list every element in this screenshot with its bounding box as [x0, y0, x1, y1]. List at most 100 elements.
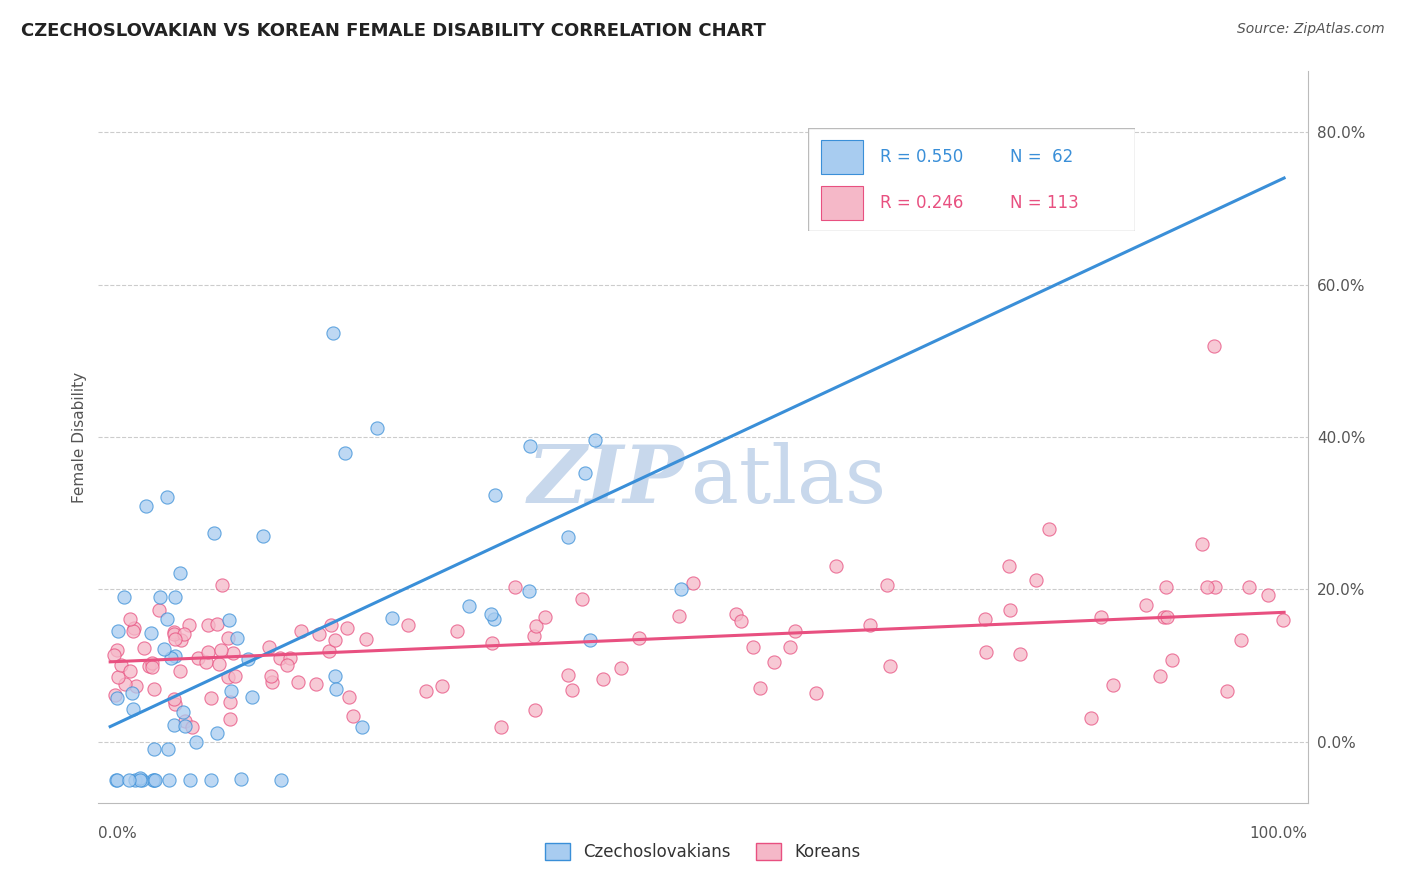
Point [432, 679, 454, 693]
Point [557, 530, 579, 544]
Point [1153, 610, 1175, 624]
Point [998, 558, 1021, 573]
Point [226, 631, 249, 645]
Point [523, 702, 546, 716]
Point [173, 627, 195, 641]
Point [209, 643, 232, 657]
Point [308, 627, 330, 641]
Point [135, 499, 157, 513]
Text: N =  62: N = 62 [1011, 148, 1074, 166]
Point [121, 686, 143, 700]
Point [973, 612, 995, 626]
Point [156, 742, 179, 756]
Point [142, 681, 165, 696]
Point [177, 618, 200, 632]
Point [141, 660, 163, 674]
Point [219, 712, 242, 726]
Point [103, 648, 125, 663]
Point [118, 772, 141, 787]
Point [197, 617, 219, 632]
Point [671, 582, 693, 597]
Point [879, 659, 901, 673]
Point [325, 668, 347, 682]
Point [157, 772, 180, 787]
Point [579, 633, 602, 648]
Point [269, 651, 291, 665]
Point [162, 718, 184, 732]
Point [335, 446, 357, 460]
Point [1202, 339, 1225, 353]
Point [149, 591, 172, 605]
Point [218, 613, 240, 627]
Point [1025, 573, 1047, 587]
Point [107, 624, 129, 638]
Point [218, 695, 240, 709]
Point [1080, 711, 1102, 725]
Point [481, 636, 503, 650]
Point [197, 645, 219, 659]
Point [112, 590, 135, 604]
Point [1156, 610, 1178, 624]
Point [165, 632, 187, 646]
Point [195, 655, 218, 669]
Point [165, 591, 187, 605]
Point [121, 702, 143, 716]
Point [668, 609, 690, 624]
Point [148, 603, 170, 617]
Point [318, 644, 340, 658]
Text: 0.0%: 0.0% [98, 826, 138, 840]
Point [323, 632, 346, 647]
Point [742, 640, 765, 654]
Point [107, 670, 129, 684]
Point [396, 617, 419, 632]
Point [134, 641, 156, 656]
Point [785, 624, 807, 639]
Point [503, 580, 526, 594]
Point [114, 676, 136, 690]
Point [129, 771, 152, 785]
Point [336, 621, 359, 635]
Point [1102, 678, 1125, 692]
Point [322, 326, 344, 340]
Point [479, 607, 502, 621]
Point [172, 705, 194, 719]
Bar [821, 140, 863, 174]
Point [174, 714, 197, 729]
Point [1135, 598, 1157, 612]
Point [561, 683, 583, 698]
Point [974, 645, 997, 659]
Point [592, 672, 614, 686]
Point [280, 650, 302, 665]
Point [730, 614, 752, 628]
Point [156, 612, 179, 626]
Point [1154, 580, 1177, 594]
Point [120, 612, 142, 626]
Point [305, 676, 328, 690]
Point [1230, 632, 1253, 647]
Point [489, 720, 512, 734]
Text: 100.0%: 100.0% [1250, 826, 1308, 840]
Text: atlas: atlas [690, 442, 886, 520]
Point [276, 658, 298, 673]
Point [290, 624, 312, 639]
Point [1237, 580, 1260, 594]
Point [270, 772, 292, 787]
Point [163, 626, 186, 640]
Point [724, 607, 747, 621]
Text: R = 0.246: R = 0.246 [880, 194, 963, 212]
Point [1008, 647, 1031, 661]
Point [110, 657, 132, 672]
Point [180, 720, 202, 734]
Point [186, 734, 208, 748]
Point [153, 642, 176, 657]
Point [105, 690, 128, 705]
Point [457, 599, 479, 613]
Text: N = 113: N = 113 [1011, 194, 1080, 212]
Point [240, 690, 263, 705]
Point [252, 529, 274, 543]
Point [169, 665, 191, 679]
Point [779, 640, 801, 655]
Point [571, 592, 593, 607]
Point [260, 669, 283, 683]
Point [1197, 580, 1219, 594]
